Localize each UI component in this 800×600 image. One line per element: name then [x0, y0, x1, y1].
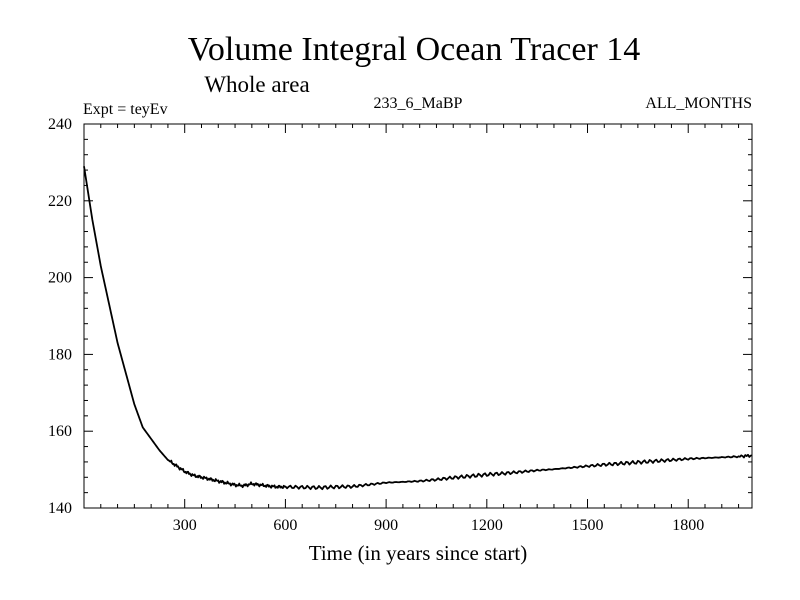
- y-tick-label: 180: [48, 346, 72, 363]
- series-line: [83, 166, 753, 491]
- x-tick-label: 600: [273, 517, 297, 534]
- y-tick-label: 200: [48, 270, 72, 287]
- run-label: 233_6_MaBP: [374, 95, 463, 112]
- period-label: ALL_MONTHS: [645, 95, 752, 112]
- y-tick-label: 240: [48, 116, 72, 133]
- y-axis: 140 160 180 200 220 240: [48, 116, 752, 517]
- chart-subtitle: Whole area: [204, 72, 309, 97]
- chart-title: Volume Integral Ocean Tracer 14: [188, 31, 641, 68]
- y-tick-label: 220: [48, 193, 72, 210]
- x-axis: 300 600 900 1200 1500 1800: [100, 124, 740, 534]
- y-tick-label: 160: [48, 423, 72, 440]
- plot-frame: [83, 123, 753, 509]
- x-tick-label: 1800: [672, 517, 704, 534]
- y-tick-label: 140: [48, 500, 72, 517]
- x-tick-label: 1200: [471, 517, 503, 534]
- x-tick-label: 300: [173, 517, 197, 534]
- x-tick-label: 900: [374, 517, 398, 534]
- expt-label: Expt = teyEv: [83, 101, 168, 118]
- x-axis-title: Time (in years since start): [309, 541, 528, 565]
- x-tick-label: 1500: [572, 517, 604, 534]
